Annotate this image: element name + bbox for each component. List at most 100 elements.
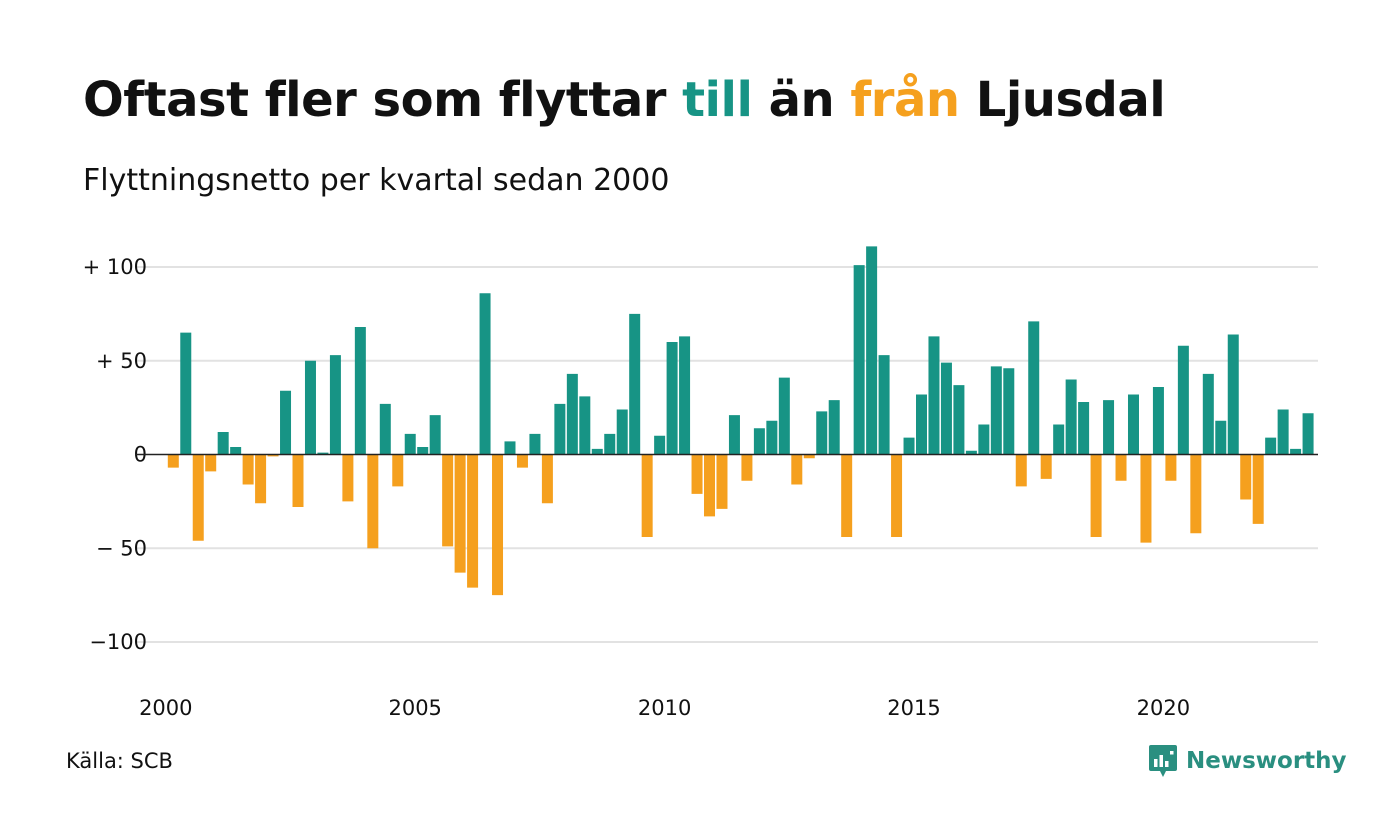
bar-positive (853, 265, 865, 455)
bar-positive (828, 400, 840, 455)
bar-positive (1028, 321, 1040, 455)
x-axis: 2000 2005 2010 2015 2020 (139, 696, 1190, 720)
x-tick-label: 2020 (1137, 696, 1190, 720)
bar-negative (1090, 454, 1102, 537)
bar-negative (1040, 454, 1052, 479)
bar-positive (1103, 400, 1115, 455)
bar-positive (554, 403, 566, 455)
bar-positive (604, 433, 616, 455)
bar-positive (329, 355, 341, 455)
bar-positive (928, 336, 940, 455)
bar-negative (1252, 454, 1264, 524)
bar-positive (1290, 448, 1302, 455)
gridlines (135, 266, 1318, 643)
bar-positive (666, 342, 678, 455)
x-tick-label: 2005 (388, 696, 441, 720)
bar-positive (1078, 402, 1090, 455)
bar-positive (1053, 424, 1065, 455)
bar-positive (679, 336, 691, 455)
chart-subtitle: Flyttningsnetto per kvartal sedan 2000 (83, 163, 670, 198)
bar-positive (616, 409, 628, 455)
bar-negative (367, 454, 379, 549)
bar-positive (903, 437, 915, 455)
bar-positive (317, 452, 329, 455)
bar-negative (716, 454, 728, 509)
brand-name: Newsworthy (1186, 748, 1347, 774)
bar-negative (205, 454, 217, 472)
bar-positive (728, 415, 740, 455)
title-part-1: Oftast fler som flyttar (83, 72, 683, 128)
bar-positive (304, 360, 316, 455)
bar-negative (255, 454, 267, 504)
chart-title: Oftast fler som flyttar till än från Lju… (83, 72, 1166, 128)
bar-positive (816, 411, 828, 455)
bar-positive (1065, 379, 1077, 455)
bar-positive (1202, 373, 1214, 455)
bar-positive (778, 377, 790, 455)
bar-negative (803, 454, 815, 459)
bar-positive (417, 447, 429, 455)
bar-negative (242, 454, 254, 485)
bar-positive (753, 428, 765, 455)
bar-negative (492, 454, 504, 596)
bar-negative (1015, 454, 1027, 487)
newsworthy-chart-bubble-icon (1149, 745, 1177, 777)
bar-negative (741, 454, 753, 481)
title-fran-word: från (850, 72, 960, 128)
bar-positive (566, 373, 578, 455)
y-tick-label: − 50 (96, 536, 147, 560)
title-till-word: till (682, 72, 753, 128)
bar-negative (192, 454, 204, 541)
bar-positive (1003, 368, 1015, 455)
bar-positive (978, 424, 990, 455)
bar-negative (1240, 454, 1252, 500)
bar-positive (1227, 334, 1239, 455)
bar-positive (953, 385, 965, 455)
bar-positive (180, 332, 192, 455)
bar-positive (379, 403, 391, 455)
bar-negative (641, 454, 653, 537)
bar-positive (1215, 420, 1227, 455)
bar-positive (916, 394, 927, 455)
bar-negative (1165, 454, 1177, 481)
bar-negative (704, 454, 716, 517)
bar-negative (891, 454, 903, 537)
bar-negative (442, 454, 454, 547)
bar-negative (467, 454, 479, 588)
bar-positive (591, 448, 603, 455)
brand-logo: Newsworthy (1148, 744, 1347, 778)
bar-positive (878, 355, 890, 455)
bar-positive (280, 390, 292, 455)
y-tick-label: −100 (89, 630, 147, 654)
bar-negative (516, 454, 528, 468)
bar-negative (292, 454, 304, 507)
bar-chart: + 100+ 500− 50−100 2000 2005 2010 2015 2020 (83, 246, 1318, 720)
bar-positive (940, 362, 952, 455)
bar-positive (230, 447, 242, 455)
source-note: Källa: SCB (66, 749, 173, 773)
bar-positive (529, 433, 541, 455)
bar-positive (629, 313, 641, 455)
y-axis: + 100+ 500− 50−100 (83, 255, 147, 654)
bar-positive (766, 420, 778, 455)
bar-negative (342, 454, 354, 502)
bar-positive (1177, 345, 1189, 455)
bar-positive (479, 293, 491, 455)
bar-positive (1127, 394, 1139, 455)
bar-negative (791, 454, 803, 485)
bar-negative (841, 454, 853, 537)
x-tick-label: 2010 (638, 696, 691, 720)
bar-positive (965, 450, 977, 455)
bar-positive (354, 327, 366, 455)
bar-negative (454, 454, 466, 573)
x-tick-label: 2015 (887, 696, 940, 720)
bar-negative (1115, 454, 1127, 481)
y-tick-label: + 50 (96, 349, 147, 373)
bar-positive (654, 435, 666, 455)
title-part-3: Ljusdal (959, 72, 1166, 128)
bar-positive (990, 366, 1002, 455)
title-part-2: än (752, 72, 851, 128)
x-tick-label: 2000 (139, 696, 192, 720)
bar-positive (429, 415, 441, 455)
bar-positive (1302, 413, 1314, 455)
